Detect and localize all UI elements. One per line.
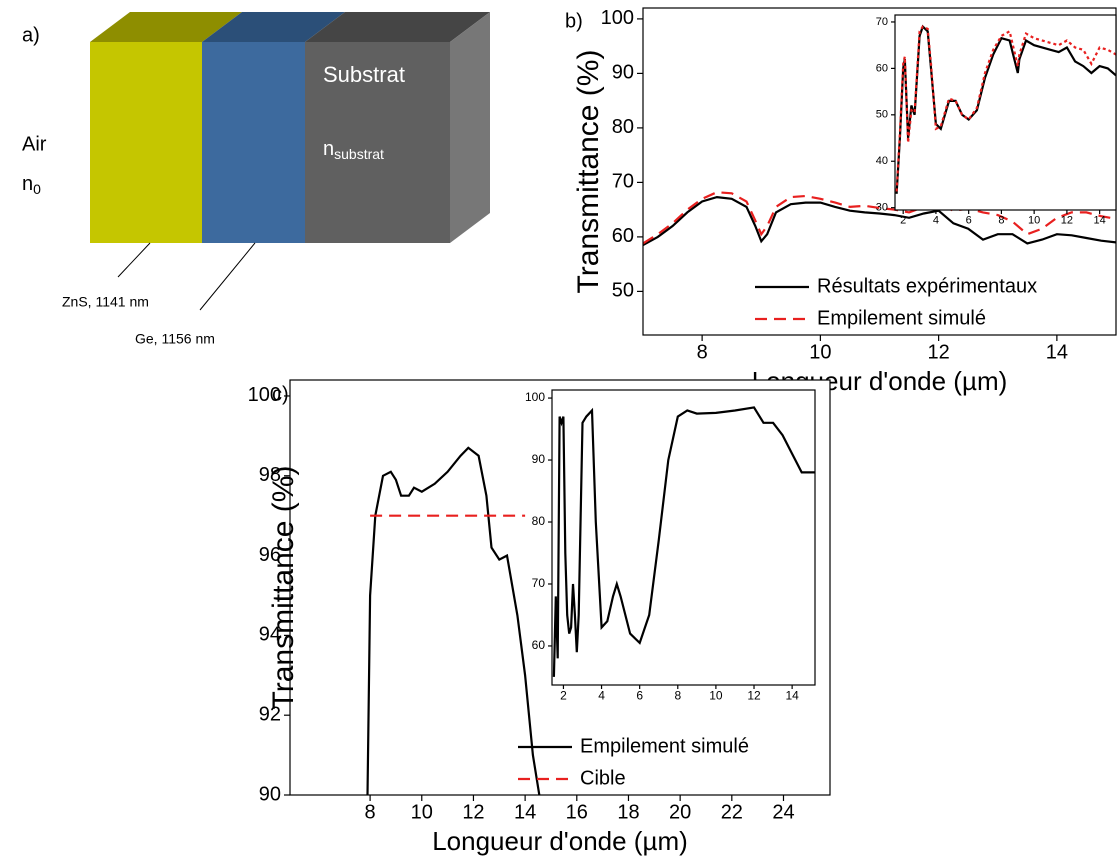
y-axis-title: Transmittance (%) xyxy=(267,466,300,710)
x-tick-label: 22 xyxy=(721,801,743,823)
substrate-label: Substrat xyxy=(323,62,405,87)
plot-area xyxy=(552,390,815,685)
y-tick-label: 100 xyxy=(248,384,281,406)
series-group xyxy=(552,406,815,677)
layer-label: Ge, 1156 nm xyxy=(135,331,215,347)
ge-layer xyxy=(202,42,305,243)
panel-label: a) xyxy=(22,24,40,46)
x-tick-label: 2 xyxy=(900,215,906,227)
y-tick-label: 50 xyxy=(876,109,888,121)
y-tick-label: 70 xyxy=(612,171,634,193)
pointer xyxy=(117,242,151,278)
x-tick-label: 6 xyxy=(636,688,643,702)
y-tick-label: 80 xyxy=(612,116,634,138)
zns-layer xyxy=(90,42,202,243)
x-axis-title: Longueur d'onde (µm) xyxy=(432,826,688,856)
substrate-index: nsubstrat xyxy=(323,138,384,161)
y-tick-label: 70 xyxy=(532,576,546,590)
x-tick-label: 14 xyxy=(1046,341,1068,363)
x-tick-label: 10 xyxy=(1028,215,1040,227)
x-tick-label: 12 xyxy=(928,341,950,363)
data-line xyxy=(643,195,1116,247)
x-tick-label: 12 xyxy=(462,801,484,823)
data-line xyxy=(895,25,1116,192)
index-symbol: n xyxy=(22,173,33,195)
x-tick-label: 24 xyxy=(772,801,794,823)
y-tick-label: 40 xyxy=(876,155,888,167)
index-symbol: n xyxy=(323,138,334,160)
legend-label: Cible xyxy=(580,767,626,789)
x-tick-label: 8 xyxy=(697,341,708,363)
y-tick-label: 60 xyxy=(612,225,634,247)
x-tick-label: 4 xyxy=(933,215,939,227)
y-tick-label: 94 xyxy=(259,624,281,646)
y-tick-label: 50 xyxy=(612,280,634,302)
x-tick-label: 2 xyxy=(560,688,567,702)
x-tick-label: 10 xyxy=(809,341,831,363)
data-line xyxy=(366,446,541,795)
y-tick-label: 90 xyxy=(612,62,634,84)
ge-top xyxy=(202,12,345,42)
x-tick-label: 20 xyxy=(669,801,691,823)
y-axis-title: Transmittance (%) xyxy=(572,50,605,294)
plot-frame xyxy=(289,379,831,796)
legend-label: Empilement simulé xyxy=(580,735,749,757)
substrate-top xyxy=(305,12,490,42)
panel-label: c) xyxy=(272,383,289,405)
y-tick-label: 60 xyxy=(876,62,888,74)
pointer xyxy=(199,242,256,311)
plot-frame xyxy=(894,14,1117,211)
series-group xyxy=(895,24,1116,194)
y-tick-label: 92 xyxy=(259,703,281,725)
data-line xyxy=(643,191,1116,245)
y-tick-label: 80 xyxy=(532,514,546,528)
zns-top xyxy=(90,12,242,42)
x-tick-label: 8 xyxy=(998,215,1004,227)
x-tick-label: 14 xyxy=(1094,215,1106,227)
index-subscript: 0 xyxy=(33,181,41,197)
y-tick-label: 100 xyxy=(601,7,634,29)
x-tick-label: 8 xyxy=(674,688,681,702)
y-tick-label: 90 xyxy=(532,452,546,466)
index-subscript: substrat xyxy=(334,146,384,162)
air-label: Air xyxy=(22,133,47,155)
x-tick-label: 14 xyxy=(785,688,799,702)
x-tick-label: 8 xyxy=(365,801,376,823)
layer-label: ZnS, 1141 nm xyxy=(62,294,149,310)
x-tick-label: 12 xyxy=(747,688,761,702)
x-tick-label: 10 xyxy=(709,688,723,702)
y-tick-label: 90 xyxy=(259,783,281,805)
y-tick-label: 100 xyxy=(525,390,545,404)
legend-label: Empilement simulé xyxy=(817,307,986,329)
x-tick-label: 14 xyxy=(514,801,536,823)
legend-label: Résultats expérimentaux xyxy=(817,275,1037,297)
x-tick-label: 12 xyxy=(1061,215,1073,227)
x-tick-label: 16 xyxy=(566,801,588,823)
y-tick-label: 60 xyxy=(532,638,546,652)
y-tick-label: 98 xyxy=(259,464,281,486)
air-index: n0 xyxy=(22,173,41,196)
panel-label: b) xyxy=(565,10,583,32)
x-tick-label: 6 xyxy=(966,215,972,227)
y-tick-label: 96 xyxy=(259,544,281,566)
plot-area xyxy=(895,15,1116,210)
diagram: a) Substrat nsubstrat Air n0 ZnS, 1141 n… xyxy=(22,12,490,347)
x-tick-label: 18 xyxy=(617,801,639,823)
x-tick-label: 4 xyxy=(598,688,605,702)
series-group xyxy=(643,191,1116,247)
inset-chart: 2 4 6 8 10 12 14 60 70 80 90 100 xyxy=(525,389,816,702)
data-line xyxy=(895,24,1116,194)
y-tick-label: 70 xyxy=(876,16,888,28)
substrate-side xyxy=(450,12,490,243)
substrate xyxy=(305,42,450,243)
inset-chart: 2 4 6 8 10 12 14 30 40 50 60 70 xyxy=(876,14,1117,227)
data-line xyxy=(552,406,815,677)
x-tick-label: 10 xyxy=(411,801,433,823)
series-group xyxy=(366,446,541,795)
y-tick-label: 30 xyxy=(876,202,888,214)
plot-frame xyxy=(551,389,816,686)
